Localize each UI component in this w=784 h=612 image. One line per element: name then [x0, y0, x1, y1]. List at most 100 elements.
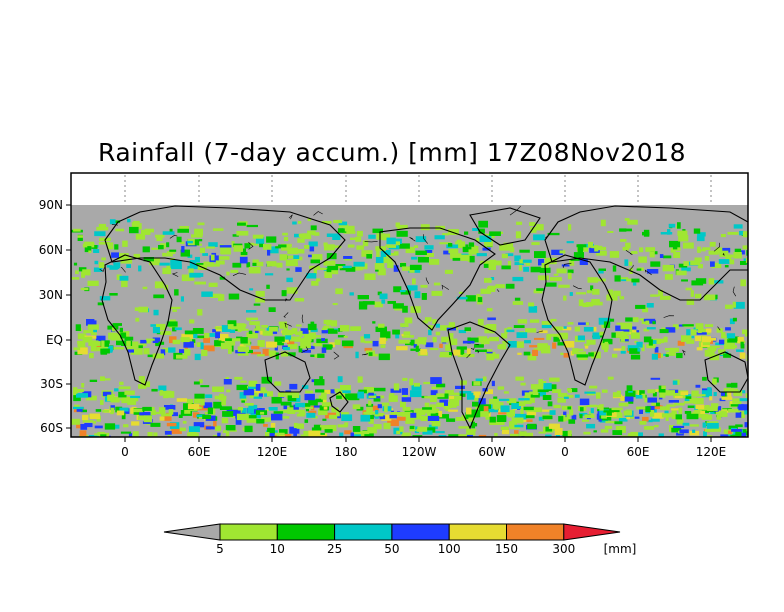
precip-cell — [314, 379, 325, 386]
precip-cell — [645, 320, 650, 325]
precip-cell — [349, 292, 354, 296]
precip-cell — [458, 426, 470, 429]
precip-cell — [660, 232, 673, 235]
precip-cell — [273, 411, 284, 414]
precip-cell — [274, 346, 278, 351]
precip-cell — [507, 341, 517, 348]
precip-cell — [500, 405, 510, 413]
precip-cell — [308, 430, 321, 437]
precip-cell — [488, 263, 496, 270]
precip-cell — [686, 299, 695, 305]
precip-cell — [563, 396, 569, 399]
precip-cell — [742, 231, 748, 238]
precip-cell — [415, 236, 427, 243]
precip-cell — [701, 390, 712, 398]
precip-cell — [112, 424, 120, 429]
precip-cell — [469, 255, 475, 263]
precip-cell — [518, 264, 522, 271]
precip-cell — [85, 395, 97, 401]
precip-cell — [420, 224, 430, 231]
precip-cell — [705, 435, 713, 437]
precip-cell — [414, 430, 419, 434]
precip-cell — [162, 347, 170, 353]
precip-cell — [237, 346, 249, 352]
lon-label: 60W — [478, 445, 505, 459]
colorbar-segment — [219, 523, 278, 541]
precip-cell — [428, 328, 432, 336]
precip-cell — [323, 389, 334, 394]
precip-cell — [358, 389, 367, 394]
precip-cell — [729, 259, 735, 265]
precip-cell — [172, 412, 178, 417]
precip-cell — [107, 242, 114, 250]
precip-cell — [644, 426, 655, 430]
precip-cell — [477, 297, 483, 303]
precip-cell — [694, 257, 702, 262]
precip-cell — [538, 330, 548, 334]
precip-cell — [557, 342, 567, 346]
precip-cell — [292, 221, 297, 225]
precip-cell — [390, 388, 402, 393]
precip-cell — [102, 409, 110, 413]
precip-cell — [302, 233, 312, 240]
precip-cell — [150, 324, 160, 327]
precip-cell — [732, 398, 742, 404]
precip-cell — [436, 393, 445, 398]
precip-cell — [257, 354, 265, 357]
precip-cell — [457, 353, 467, 358]
precip-cell — [478, 434, 487, 437]
precip-cell — [448, 338, 458, 346]
precip-cell — [495, 284, 505, 289]
precip-cell — [649, 251, 655, 258]
precip-cell — [576, 354, 589, 358]
precip-cell — [643, 336, 652, 343]
precip-cell — [700, 328, 711, 335]
precip-cell — [462, 246, 474, 253]
precip-cell — [74, 404, 80, 408]
precip-cell — [685, 396, 692, 399]
precip-cell — [550, 318, 557, 322]
precip-cell — [618, 402, 629, 407]
precip-cell — [153, 294, 165, 299]
precip-cell — [133, 253, 141, 258]
precip-cell — [253, 303, 261, 306]
precip-cell — [162, 267, 172, 275]
precip-cell — [338, 221, 348, 226]
precip-cell — [112, 398, 124, 401]
precip-cell — [233, 323, 245, 330]
precip-cell — [389, 253, 396, 256]
precip-cell — [142, 406, 152, 411]
precip-cell — [347, 393, 360, 401]
precip-cell — [530, 319, 540, 323]
precip-cell — [255, 384, 261, 391]
precip-cell — [496, 415, 507, 422]
border-line — [288, 214, 293, 220]
precip-cell — [249, 288, 254, 291]
precip-cell — [359, 301, 368, 306]
colorbar-label: 150 — [495, 542, 518, 556]
precip-cell — [436, 383, 446, 388]
precip-cell — [671, 427, 682, 433]
precip-cell — [502, 341, 508, 344]
border-line — [509, 205, 521, 216]
precip-cell — [550, 277, 562, 282]
precip-cell — [335, 264, 346, 267]
precip-cell — [455, 241, 465, 249]
precip-cell — [139, 412, 151, 418]
precip-cell — [449, 396, 457, 400]
precip-cell — [274, 336, 285, 342]
precip-cell — [179, 226, 189, 230]
precip-cell — [647, 389, 656, 394]
precip-cell — [246, 262, 251, 268]
precip-cell — [221, 398, 226, 406]
precip-cell — [430, 395, 437, 402]
precip-cell — [240, 380, 247, 383]
precip-cell — [172, 309, 177, 312]
precip-cell — [310, 225, 317, 231]
precip-cell — [645, 406, 651, 412]
precip-cell — [686, 329, 691, 336]
precip-cell — [568, 388, 578, 393]
precip-cell — [104, 423, 116, 430]
precip-cell — [141, 229, 151, 235]
precip-cell — [604, 425, 613, 429]
